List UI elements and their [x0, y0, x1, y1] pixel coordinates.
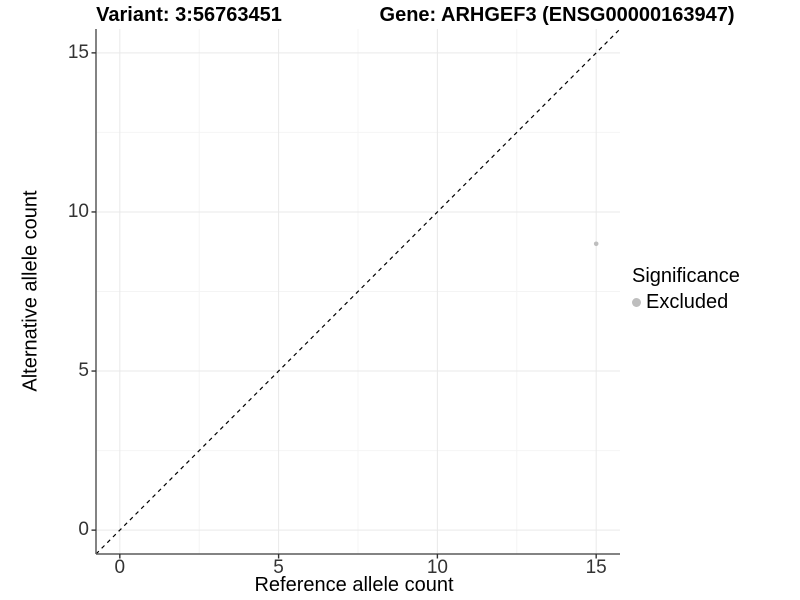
legend: Significance Excluded — [632, 265, 740, 314]
legend-item-label: Excluded — [646, 291, 729, 313]
x-tick-label: 10 — [426, 557, 448, 578]
y-axis-title: Alternative allele count — [19, 190, 42, 392]
legend-key-dot — [632, 298, 641, 307]
x-tick-label: 0 — [114, 557, 126, 578]
y-tick-label: 0 — [78, 519, 89, 541]
x-axis-title: Reference allele count — [254, 574, 454, 596]
y-tick-label: 10 — [67, 200, 89, 222]
y-tick-label: 15 — [67, 41, 89, 63]
x-tick-label: 15 — [585, 557, 607, 578]
data-point — [593, 241, 599, 247]
plot-title-variant: Variant: 3:56763451 — [96, 4, 282, 26]
plot-title-gene: Gene: ARHGEF3 (ENSG00000163947) — [379, 4, 735, 26]
y-tick-label: 5 — [78, 360, 89, 382]
legend-item-excluded: Excluded — [632, 291, 740, 314]
legend-title: Significance — [632, 265, 740, 287]
x-tick-label: 5 — [273, 557, 284, 578]
identity-dashed-line — [95, 28, 621, 555]
